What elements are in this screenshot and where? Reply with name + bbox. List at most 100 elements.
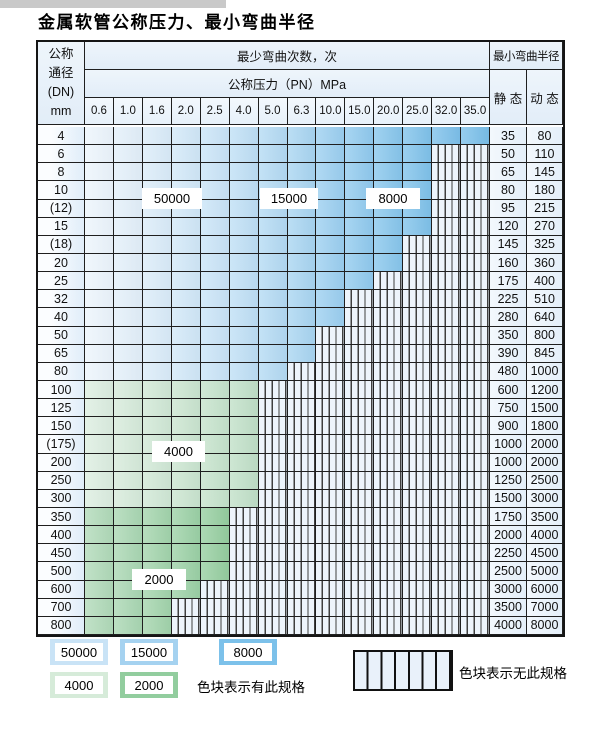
no-spec-cell [432, 163, 462, 182]
legend-swatch-label: 8000 [224, 643, 272, 661]
dn-cell: 350 [38, 507, 85, 527]
pressure-tick: 35.0 [461, 98, 490, 125]
no-spec-cell [374, 417, 404, 436]
no-spec-cell [258, 489, 288, 508]
no-spec-cell [345, 326, 375, 345]
no-spec-cell [345, 526, 375, 545]
no-spec-cell [374, 308, 404, 327]
no-spec-cell [316, 344, 346, 363]
spec-cell [142, 127, 172, 146]
legend-swatch-label: 50000 [55, 643, 103, 661]
spec-cell [403, 145, 433, 164]
dynamic-radius-cell: 360 [527, 253, 563, 273]
spec-cell [345, 127, 375, 146]
no-spec-cell [432, 562, 462, 581]
spec-cell [142, 272, 172, 291]
no-spec-cell [432, 417, 462, 436]
pressure-tick: 2.0 [171, 98, 201, 125]
no-spec-cell [316, 544, 346, 563]
spec-cell [85, 380, 114, 400]
no-spec-cell [258, 507, 288, 527]
no-spec-cell [200, 616, 230, 635]
no-spec-cell [287, 598, 317, 617]
dynamic-radius-cell: 510 [527, 290, 563, 309]
no-spec-cell [287, 362, 317, 381]
no-spec-cell [403, 489, 433, 508]
legend-no-spec-swatch [353, 650, 453, 691]
spec-cell [142, 217, 172, 236]
cycles-label-50000: 50000 [142, 188, 202, 209]
spec-cell [200, 344, 230, 363]
pressure-tick: 10.0 [316, 98, 346, 125]
no-spec-cell [403, 235, 433, 254]
spec-cell [316, 217, 346, 236]
cycles-label-15000: 15000 [260, 188, 318, 209]
no-spec-cell [461, 616, 490, 635]
no-spec-cell [432, 435, 462, 454]
no-spec-cell [461, 598, 490, 617]
spec-cell [113, 598, 143, 617]
spec-cell [200, 417, 230, 436]
no-spec-cell [258, 580, 288, 599]
no-spec-cell [403, 344, 433, 363]
spec-cell [142, 598, 172, 617]
spec-cell [142, 489, 172, 508]
spec-cell [85, 199, 114, 218]
no-spec-cell [229, 598, 259, 617]
no-spec-cell [345, 580, 375, 599]
spec-cell [287, 290, 317, 309]
spec-cell [200, 290, 230, 309]
no-spec-cell [461, 417, 490, 436]
no-spec-cell [461, 326, 490, 345]
spec-cell [113, 544, 143, 563]
spec-cell [113, 308, 143, 327]
no-spec-cell [461, 308, 490, 327]
no-spec-cell [432, 272, 462, 291]
no-spec-cell [374, 544, 404, 563]
no-spec-cell [374, 489, 404, 508]
legend-swatch-15000: 15000 [120, 639, 178, 665]
spec-cell [142, 471, 172, 490]
static-radius-cell: 390 [490, 344, 527, 363]
spec-cell [113, 145, 143, 164]
spec-cell [85, 562, 114, 581]
no-spec-cell [461, 235, 490, 254]
no-spec-cell [374, 380, 404, 400]
spec-cell [85, 181, 114, 200]
no-spec-cell [258, 544, 288, 563]
spec-cell [142, 380, 172, 400]
spec-cell [258, 235, 288, 254]
spec-cell [113, 471, 143, 490]
no-spec-cell [432, 380, 462, 400]
static-radius-cell: 145 [490, 235, 527, 254]
spec-cell [345, 145, 375, 164]
dynamic-radius-cell: 3500 [527, 507, 563, 527]
static-radius-cell: 2500 [490, 562, 527, 581]
dn-cell: 6 [38, 145, 85, 164]
no-spec-cell [316, 362, 346, 381]
spec-cell [113, 199, 143, 218]
spec-cell [345, 163, 375, 182]
no-spec-cell [374, 399, 404, 418]
no-spec-cell [316, 380, 346, 400]
no-spec-cell [345, 507, 375, 527]
spec-cell [200, 453, 230, 472]
static-radius-cell: 1000 [490, 453, 527, 472]
no-spec-cell [316, 526, 346, 545]
no-spec-cell [345, 616, 375, 635]
pressure-tick: 32.0 [432, 98, 462, 125]
spec-cell [229, 362, 259, 381]
no-spec-cell [461, 489, 490, 508]
dn-cell: 300 [38, 489, 85, 508]
no-spec-cell [432, 399, 462, 418]
dynamic-radius-cell: 5000 [527, 562, 563, 581]
spec-cell [200, 399, 230, 418]
spec-cell [200, 235, 230, 254]
spec-cell [171, 526, 201, 545]
dn-cell: 100 [38, 380, 85, 400]
spec-cell [85, 127, 114, 146]
dynamic-radius-cell: 1800 [527, 417, 563, 436]
no-spec-cell [403, 253, 433, 273]
no-spec-cell [345, 380, 375, 400]
no-spec-cell [316, 435, 346, 454]
